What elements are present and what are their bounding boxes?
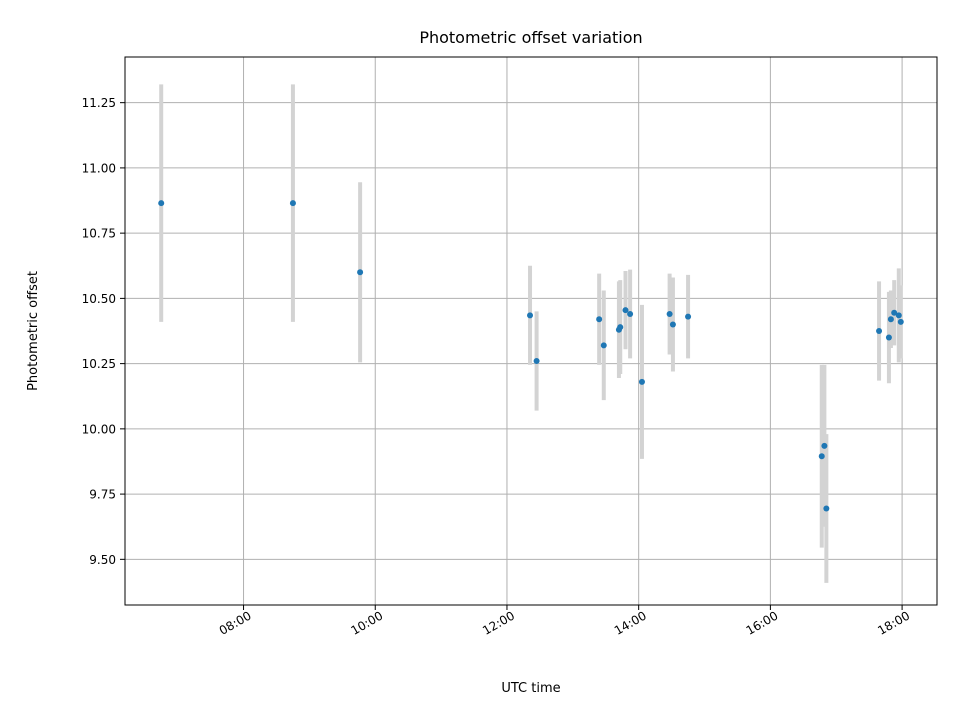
data-point [533, 358, 540, 365]
y-tick-label: 10.75 [82, 227, 116, 241]
data-point [685, 313, 692, 320]
data-point [617, 324, 624, 331]
data-point [357, 269, 364, 276]
data-point [887, 316, 894, 323]
y-tick-label: 10.25 [82, 357, 116, 371]
y-tick-label: 10.50 [82, 292, 116, 306]
x-axis-ticks: 08:00 10:00 12:00 14:00 16:00 18:00 [217, 605, 912, 638]
y-tick-label: 11.00 [82, 161, 116, 175]
y-axis-label: Photometric offset [26, 271, 41, 391]
data-point [289, 200, 296, 207]
x-tick-label: 08:00 [217, 608, 254, 637]
x-tick-label: 14:00 [612, 608, 649, 637]
data-points [158, 200, 904, 512]
x-tick-label: 16:00 [744, 608, 781, 637]
data-point [600, 342, 607, 349]
data-point [638, 378, 645, 385]
data-point [876, 328, 883, 334]
error-bars [159, 84, 903, 583]
y-tick-label: 9.75 [89, 488, 116, 502]
data-point [823, 505, 830, 512]
chart-title: Photometric offset variation [419, 28, 642, 47]
data-point [669, 321, 676, 328]
plot-area-frame [124, 56, 938, 606]
data-point [895, 312, 902, 319]
x-tick-label: 18:00 [875, 608, 912, 637]
x-tick-label: 12:00 [480, 608, 517, 637]
y-tick-label: 9.50 [89, 553, 116, 567]
x-tick-label: 10:00 [348, 608, 385, 637]
x-axis-label: UTC time [501, 681, 560, 696]
data-point [666, 311, 673, 318]
data-point [885, 334, 892, 341]
data-point [627, 311, 634, 318]
data-point [596, 316, 603, 323]
data-point [891, 309, 898, 316]
data-point [158, 200, 165, 207]
data-point [897, 318, 904, 325]
y-tick-label: 10.00 [82, 422, 116, 436]
data-point [821, 442, 828, 449]
data-point [622, 307, 629, 314]
data-point [818, 453, 825, 460]
y-tick-label: 11.25 [82, 96, 116, 110]
data-point [527, 312, 534, 319]
y-axis-ticks: 9.50 9.75 10.00 10.25 10.50 10.75 11.00 11.25 [82, 96, 125, 567]
